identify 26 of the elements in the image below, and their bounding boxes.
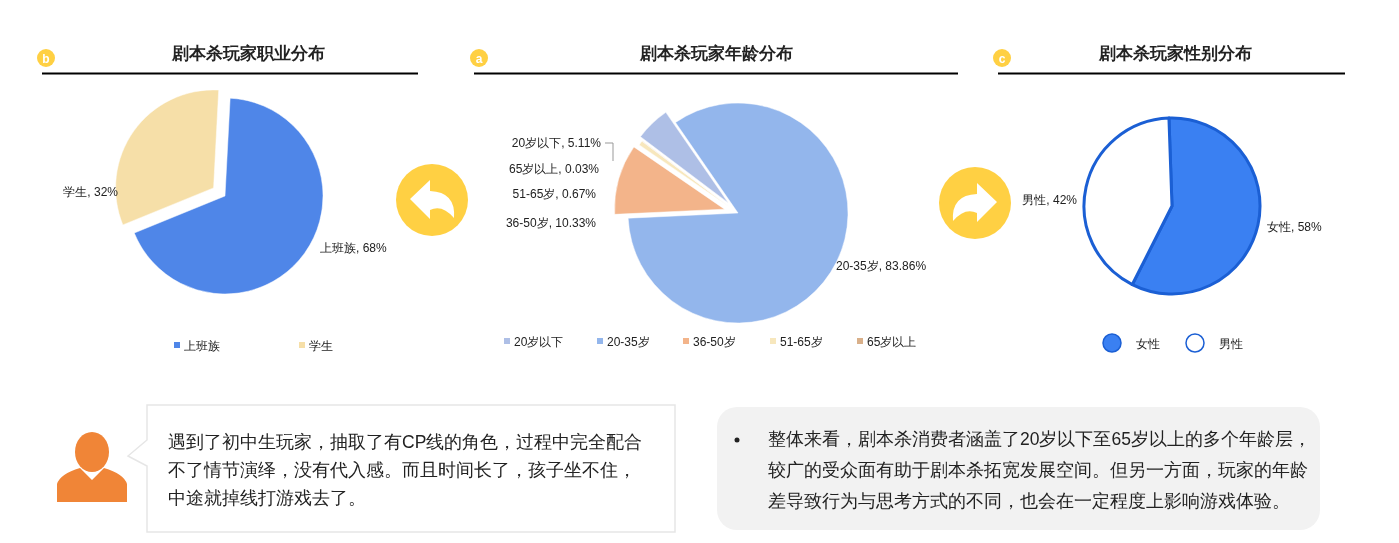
legend-label: 36-50岁 — [693, 335, 736, 349]
legend-label: 20-35岁 — [607, 335, 650, 349]
legend-label: 20岁以下 — [514, 335, 564, 349]
category-label: 51-65岁, 0.67% — [512, 187, 596, 201]
chart-title: 剧本杀玩家性别分布 — [1097, 44, 1252, 63]
text: 遇到了初中生玩家，抽取了有CP线的角色，过程中完全配合不了情节演绎，没有代入感。而且时间长了，孩子坐不住，中途就掉线打游戏去了。 — [168, 432, 643, 508]
category-label: 20岁以下, 5.11% — [511, 136, 601, 150]
legend-label: 男性 — [1219, 336, 1243, 351]
badge: c — [993, 49, 1011, 67]
text: 整体来看，剧本杀消费者涵盖了20岁以下至65岁以上的多个年龄层，较广的受众面有助于剧本杀拓宽发展空间。但另一方面，玩家的年龄差导致行为与思考方式的不同，也会在一定程度上影响游戏体验。 — [768, 429, 1311, 511]
category-label: 学生, 32% — [63, 185, 118, 199]
chart-title: 剧本杀玩家职业分布 — [170, 44, 325, 63]
legend-label: 上班族 — [184, 339, 220, 353]
category-label: 女性, 58% — [1267, 220, 1322, 234]
legend-label: 学生 — [309, 339, 333, 353]
badge: a — [470, 49, 488, 67]
legend-label: 51-65岁 — [780, 335, 823, 349]
category-label: 20-35岁, 83.86% — [836, 259, 927, 273]
category-label: 65岁以上, 0.03% — [508, 162, 599, 176]
category-label: 上班族, 68% — [320, 241, 387, 255]
legend-label: 女性 — [1136, 336, 1160, 351]
badge: b — [37, 49, 55, 67]
legend-label: 65岁以上 — [867, 335, 917, 349]
category-label: 男性, 42% — [1022, 193, 1077, 207]
chart-title: 剧本杀玩家年龄分布 — [638, 44, 793, 63]
category-label: 36-50岁, 10.33% — [505, 216, 596, 230]
